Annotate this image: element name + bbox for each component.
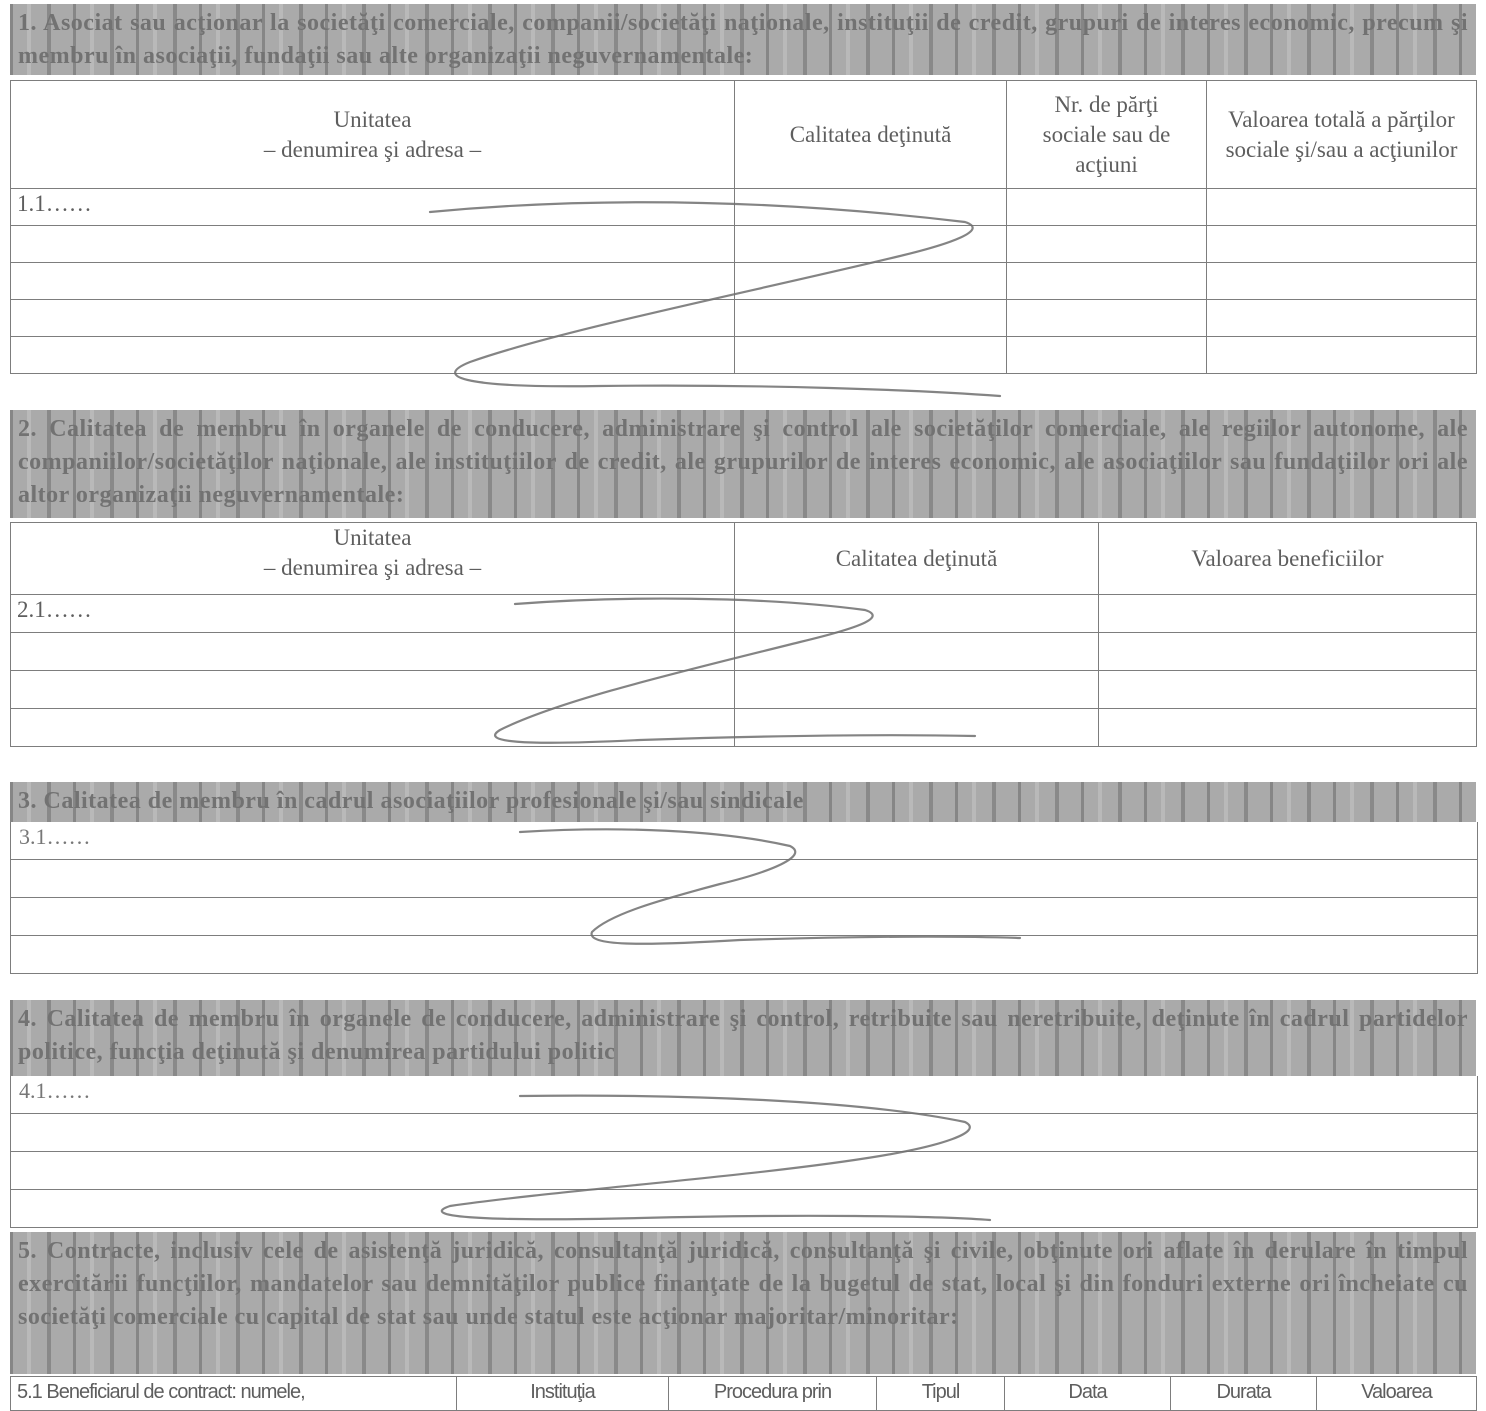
col-type-header: Tipul xyxy=(876,1376,1005,1411)
table-cell[interactable] xyxy=(1006,336,1207,374)
table-cell[interactable] xyxy=(1206,299,1477,337)
section-2-title: 2. Calitatea de membru în organele de co… xyxy=(10,410,1476,518)
list-item[interactable] xyxy=(11,1152,1477,1190)
col-unit-header: Unitatea – denumirea şi adresa – xyxy=(10,522,735,595)
table-cell[interactable] xyxy=(10,299,735,337)
table-cell[interactable] xyxy=(1098,670,1477,709)
table-row[interactable] xyxy=(10,299,1477,337)
table-cell[interactable] xyxy=(10,262,735,300)
section-4-title: 4. Calitatea de membru în organele de co… xyxy=(10,1000,1476,1076)
section-2-header-row: Unitatea – denumirea şi adresa – Calitat… xyxy=(10,522,1477,595)
table-cell[interactable] xyxy=(10,670,735,709)
table-cell[interactable] xyxy=(1206,262,1477,300)
table-cell[interactable] xyxy=(734,188,1007,226)
table-cell[interactable] xyxy=(734,670,1099,709)
table-cell[interactable] xyxy=(1006,299,1207,337)
section-1-header-row: Unitatea – denumirea şi adresa – Calitat… xyxy=(10,80,1477,189)
table-cell[interactable] xyxy=(10,336,735,374)
row-label[interactable]: 1.1…… xyxy=(10,188,735,226)
table-row[interactable] xyxy=(10,670,1477,709)
table-row[interactable] xyxy=(10,708,1477,747)
col-procedure-header: Procedura prin xyxy=(668,1376,877,1411)
section-5-header-row: 5.1 Beneficiarul de contract: numele, In… xyxy=(10,1376,1477,1411)
section-1-title: 1. Asociat sau acţionar la societăţi com… xyxy=(10,4,1476,75)
table-row[interactable]: 2.1…… xyxy=(10,594,1477,633)
table-row[interactable] xyxy=(10,336,1477,374)
table-cell[interactable] xyxy=(1098,708,1477,747)
table-row[interactable] xyxy=(10,225,1477,263)
table-row[interactable]: 1.1…… xyxy=(10,188,1477,226)
table-cell[interactable] xyxy=(1006,262,1207,300)
col-beneficiary-header: 5.1 Beneficiarul de contract: numele, xyxy=(10,1376,457,1411)
section-5-title: 5. Contracte, inclusiv cele de asistenţă… xyxy=(10,1232,1476,1374)
section-1-table: Unitatea – denumirea şi adresa – Calitat… xyxy=(10,80,1477,374)
col-duration-header: Durata xyxy=(1170,1376,1317,1411)
table-cell[interactable] xyxy=(734,708,1099,747)
list-item[interactable] xyxy=(11,898,1477,936)
table-cell[interactable] xyxy=(1098,594,1477,633)
table-cell[interactable] xyxy=(734,299,1007,337)
col-value-header: Valoarea totală a părţilor sociale şi/sa… xyxy=(1206,80,1477,189)
table-cell[interactable] xyxy=(734,632,1099,671)
col-institution-header: Instituţia xyxy=(456,1376,669,1411)
list-item[interactable]: 3.1…… xyxy=(11,822,1477,860)
table-cell[interactable] xyxy=(1206,336,1477,374)
list-item[interactable] xyxy=(11,860,1477,898)
section-5-table: 5.1 Beneficiarul de contract: numele, In… xyxy=(10,1376,1477,1411)
section-4-lines: 4.1…… xyxy=(10,1076,1478,1228)
table-cell[interactable] xyxy=(10,632,735,671)
col-value-header: Valoarea xyxy=(1316,1376,1477,1411)
col-shares-header: Nr. de părţi sociale sau de acţiuni xyxy=(1006,80,1207,189)
row-label[interactable]: 2.1…… xyxy=(10,594,735,633)
section-3-title: 3. Calitatea de membru în cadrul asociaţ… xyxy=(10,782,1476,822)
table-cell[interactable] xyxy=(1206,188,1477,226)
list-item[interactable] xyxy=(11,1114,1477,1152)
col-date-header: Data xyxy=(1004,1376,1171,1411)
table-cell[interactable] xyxy=(10,708,735,747)
section-3-lines: 3.1…… xyxy=(10,822,1478,974)
col-quality-header: Calitatea deţinută xyxy=(734,522,1099,595)
table-cell[interactable] xyxy=(1206,225,1477,263)
col-benefits-header: Valoarea beneficiilor xyxy=(1098,522,1477,595)
table-cell[interactable] xyxy=(1098,632,1477,671)
table-cell[interactable] xyxy=(734,336,1007,374)
table-cell[interactable] xyxy=(734,262,1007,300)
table-row[interactable] xyxy=(10,262,1477,300)
col-quality-header: Calitatea deţinută xyxy=(734,80,1007,189)
table-cell[interactable] xyxy=(1006,188,1207,226)
table-cell[interactable] xyxy=(734,594,1099,633)
table-cell[interactable] xyxy=(10,225,735,263)
list-item[interactable] xyxy=(11,1190,1477,1228)
table-cell[interactable] xyxy=(734,225,1007,263)
col-unit-header: Unitatea – denumirea şi adresa – xyxy=(10,80,735,189)
table-cell[interactable] xyxy=(1006,225,1207,263)
table-row[interactable] xyxy=(10,632,1477,671)
section-2-table: Unitatea – denumirea şi adresa – Calitat… xyxy=(10,522,1477,747)
list-item[interactable]: 4.1…… xyxy=(11,1076,1477,1114)
list-item[interactable] xyxy=(11,936,1477,974)
